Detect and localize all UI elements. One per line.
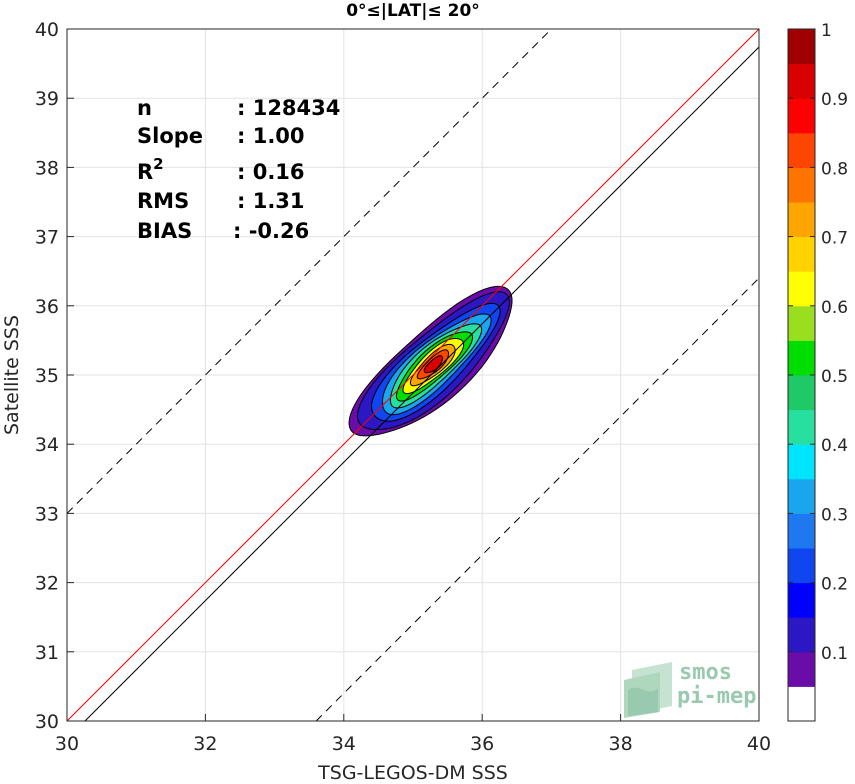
stat-rms-label: RMS [137, 189, 189, 213]
stat-n-value: : 128434 [237, 96, 340, 120]
y-tick-label-4: 34 [35, 434, 59, 456]
y-tick-label-9: 39 [35, 88, 59, 110]
grid [66, 28, 760, 722]
colorbar-segment-7 [788, 444, 815, 480]
y-axis-ticks: 30 31 32 33 34 35 36 37 38 39 40 [35, 19, 74, 733]
colorbar-segment-0 [788, 686, 815, 722]
y-tick-label-8: 38 [35, 157, 59, 179]
colorbar-segment-3 [788, 582, 815, 618]
colorbar-segment-15 [788, 167, 815, 203]
stat-r2-value: : 0.16 [237, 160, 305, 184]
stat-bias-value: : -0.26 [233, 219, 309, 243]
y-tick-label-5: 35 [35, 365, 59, 387]
y-tick-label-1: 31 [35, 642, 59, 664]
colorbar-segment-11 [788, 305, 815, 341]
colorbar [788, 29, 815, 722]
colorbar-tick-label-0: 0.1 [821, 644, 848, 664]
colorbar-tick-label-5: 0.6 [821, 298, 848, 318]
colorbar-segment-10 [788, 340, 815, 376]
x-tick-label-5: 40 [747, 733, 771, 755]
stat-bias-label: BIAS [137, 219, 192, 243]
logo-text-line1: smos [679, 660, 732, 685]
colorbar-segment-17 [788, 98, 815, 134]
x-tick-label-2: 34 [332, 733, 356, 755]
logo-text-line2: pi-mep [677, 684, 756, 709]
colorbar-tick-label-9: 1 [821, 21, 832, 41]
colorbar-tick-label-7: 0.8 [821, 159, 848, 179]
regression-line [84, 46, 759, 721]
colorbar-tick-label-2: 0.3 [821, 505, 848, 525]
colorbar-segment-14 [788, 202, 815, 238]
x-tick-label-3: 36 [470, 733, 494, 755]
logo-waves-icon [624, 662, 672, 718]
stat-slope-value: : 1.00 [237, 124, 305, 148]
identity-line [67, 29, 759, 721]
stat-r2-superscript: 2 [153, 155, 163, 173]
chart-title: 0°≤|LAT|≤ 20° [346, 1, 480, 21]
colorbar-segment-18 [788, 63, 815, 99]
colorbar-tick-label-3: 0.4 [821, 436, 848, 456]
x-tick-label-0: 30 [55, 733, 79, 755]
y-tick-label-3: 33 [35, 503, 59, 525]
stat-n-label: n [137, 96, 152, 120]
colorbar-tick-label-1: 0.2 [821, 575, 848, 595]
contour-level-9 [423, 355, 443, 374]
colorbar-ticks: 0.1 0.2 0.3 0.4 0.5 0.6 0.7 0.8 0.9 1 [788, 21, 848, 664]
stat-rms-value: : 1.31 [237, 189, 305, 213]
lower-bound-line [315, 277, 759, 721]
x-tick-label-1: 32 [193, 733, 217, 755]
y-tick-label-7: 37 [35, 227, 59, 249]
colorbar-tick-label-4: 0.5 [821, 367, 848, 387]
x-axis-label: TSG-LEGOS-DM SSS [317, 762, 508, 784]
colorbar-tick-label-6: 0.7 [821, 229, 848, 249]
reference-lines [67, 29, 759, 721]
colorbar-segment-19 [788, 29, 815, 65]
colorbar-segment-13 [788, 236, 815, 272]
colorbar-segment-16 [788, 132, 815, 168]
colorbar-tick-label-8: 0.9 [821, 90, 848, 110]
colorbar-segment-4 [788, 548, 815, 584]
stat-r2-letter: R [137, 160, 153, 184]
y-tick-label-6: 36 [35, 296, 59, 318]
colorbar-segment-6 [788, 478, 815, 514]
colorbar-segment-12 [788, 271, 815, 307]
smos-pimep-logo: smos pi-mep [624, 660, 756, 718]
colorbar-segment-1 [788, 651, 815, 687]
colorbar-segment-2 [788, 617, 815, 653]
x-axis-ticks: 30 32 34 36 38 40 [55, 714, 771, 755]
y-tick-label-2: 32 [35, 573, 59, 595]
y-axis-label: Satellite SSS [1, 315, 23, 435]
y-tick-label-10: 40 [35, 19, 59, 41]
x-tick-label-4: 38 [609, 733, 633, 755]
y-tick-label-0: 30 [35, 711, 59, 733]
density-contours [348, 285, 513, 437]
stat-slope-label: Slope [137, 124, 203, 148]
colorbar-segment-8 [788, 409, 815, 445]
colorbar-segment-9 [788, 375, 815, 411]
stat-r2-label: R2 [137, 155, 164, 184]
stats-box: n : 128434 Slope : 1.00 R2 : 0.16 RMS : … [137, 96, 340, 243]
upper-bound-line [67, 29, 552, 514]
colorbar-segment-5 [788, 513, 815, 549]
